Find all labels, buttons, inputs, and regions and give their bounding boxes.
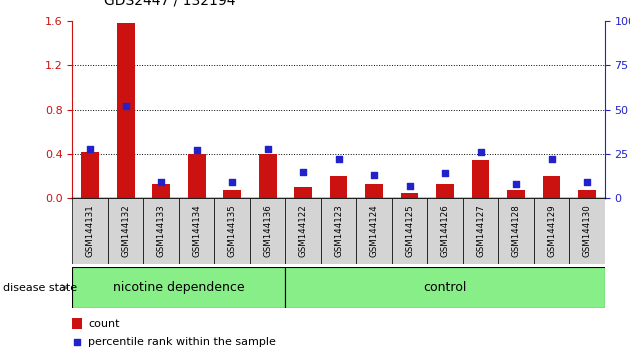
Point xyxy=(263,146,273,152)
Text: GSM144124: GSM144124 xyxy=(370,205,379,257)
Text: GSM144125: GSM144125 xyxy=(405,205,414,257)
Text: percentile rank within the sample: percentile rank within the sample xyxy=(88,337,277,347)
Text: control: control xyxy=(423,281,467,294)
Text: GSM144122: GSM144122 xyxy=(299,205,307,257)
Bar xyxy=(357,198,392,264)
Point xyxy=(192,148,202,153)
Text: GSM144126: GSM144126 xyxy=(440,205,450,257)
Bar xyxy=(578,190,596,198)
Bar xyxy=(81,152,99,198)
Text: GSM144133: GSM144133 xyxy=(157,205,166,257)
Bar xyxy=(285,198,321,264)
Bar xyxy=(542,176,561,198)
Point xyxy=(120,103,131,109)
Bar xyxy=(570,198,605,264)
Point xyxy=(369,172,379,178)
Bar xyxy=(179,198,214,264)
Text: GDS2447 / 132194: GDS2447 / 132194 xyxy=(104,0,236,7)
Text: GSM144132: GSM144132 xyxy=(121,205,130,257)
Point xyxy=(156,179,166,185)
Bar xyxy=(329,176,348,198)
Text: GSM144131: GSM144131 xyxy=(86,205,94,257)
Text: GSM144128: GSM144128 xyxy=(512,205,520,257)
Bar xyxy=(214,198,250,264)
Bar xyxy=(321,198,357,264)
Text: GSM144123: GSM144123 xyxy=(334,205,343,257)
Point xyxy=(72,339,83,345)
Text: GSM144127: GSM144127 xyxy=(476,205,485,257)
Bar xyxy=(463,198,498,264)
Text: disease state: disease state xyxy=(3,282,77,293)
Point xyxy=(227,179,237,185)
Point xyxy=(404,183,415,189)
Text: count: count xyxy=(88,319,120,329)
Text: GSM144134: GSM144134 xyxy=(192,205,201,257)
Bar xyxy=(534,198,570,264)
Bar xyxy=(427,198,463,264)
Point xyxy=(582,179,592,185)
Point xyxy=(333,156,343,162)
Bar xyxy=(223,190,241,198)
Bar xyxy=(285,267,605,308)
Point xyxy=(546,156,557,162)
Bar xyxy=(401,193,418,198)
Text: GSM144129: GSM144129 xyxy=(547,205,556,257)
Bar xyxy=(250,198,285,264)
Point xyxy=(440,171,450,176)
Text: GSM144130: GSM144130 xyxy=(583,205,592,257)
Bar xyxy=(498,198,534,264)
Bar xyxy=(507,190,525,198)
Bar xyxy=(108,198,144,264)
Bar xyxy=(294,187,312,198)
Point xyxy=(476,149,486,155)
Bar xyxy=(436,184,454,198)
Bar xyxy=(72,198,108,264)
Bar xyxy=(188,154,205,198)
Text: GSM144136: GSM144136 xyxy=(263,205,272,257)
Point xyxy=(298,169,308,175)
Text: nicotine dependence: nicotine dependence xyxy=(113,281,244,294)
Bar xyxy=(72,267,285,308)
Bar xyxy=(259,154,277,198)
Bar xyxy=(144,198,179,264)
Bar xyxy=(72,318,82,329)
Bar xyxy=(392,198,427,264)
Bar xyxy=(152,184,170,198)
Bar xyxy=(472,160,490,198)
Point xyxy=(85,146,95,152)
Bar xyxy=(117,23,135,198)
Point xyxy=(511,181,521,187)
Text: GSM144135: GSM144135 xyxy=(227,205,237,257)
Bar xyxy=(365,184,383,198)
